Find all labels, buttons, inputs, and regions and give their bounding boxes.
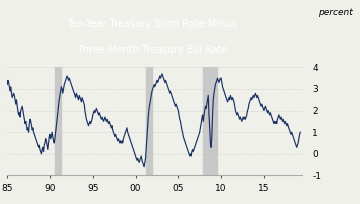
Bar xyxy=(55,67,61,175)
Text: Three-Month Treasury Bill Rate: Three-Month Treasury Bill Rate xyxy=(77,45,227,55)
Bar xyxy=(203,67,217,175)
Bar xyxy=(146,67,152,175)
Text: percent: percent xyxy=(318,8,353,17)
Text: Ten-Year Treasury Bond Rate Minus: Ten-Year Treasury Bond Rate Minus xyxy=(67,19,237,29)
